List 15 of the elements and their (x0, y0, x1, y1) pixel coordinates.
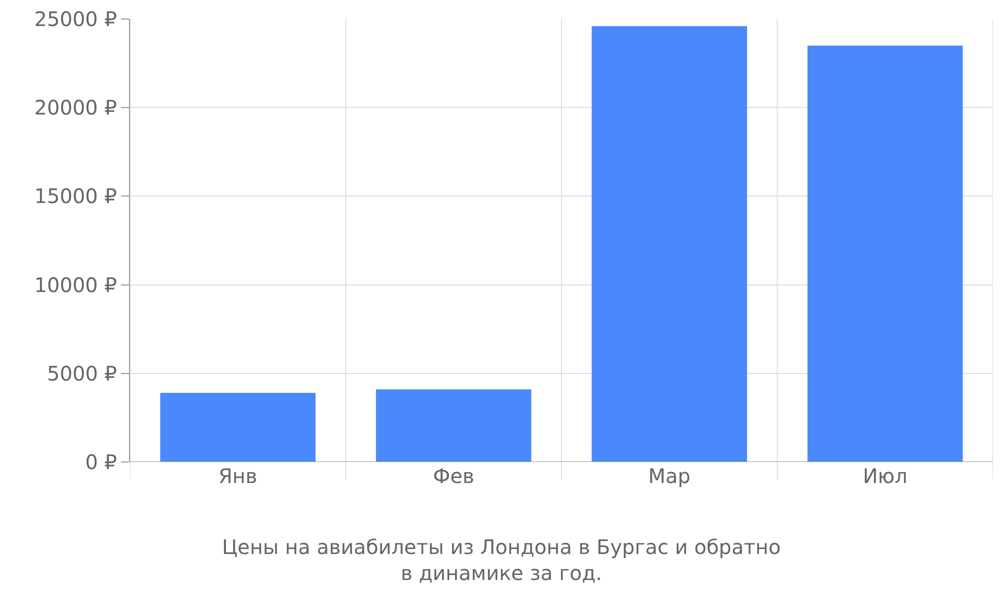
y-tick-label: 0 ₽ (85, 450, 118, 474)
x-tick-label: Янв (218, 464, 258, 488)
bar (160, 392, 316, 462)
x-tick-label: Июл (862, 464, 908, 488)
y-tick-label: 5000 ₽ (47, 361, 118, 386)
bar (807, 46, 963, 462)
bar (592, 26, 748, 462)
bar (376, 389, 532, 462)
y-tick-label: 20000 ₽ (34, 96, 118, 120)
x-tick-label: Мар (648, 464, 690, 488)
y-tick-label: 10000 ₽ (34, 272, 118, 297)
x-tick-label: Фев (432, 464, 474, 488)
text: Цены на авиабилеты из Лондона в Бургас и обратно в динамике за год. (222, 535, 781, 585)
y-tick-label: 25000 ₽ (34, 7, 118, 31)
y-tick-label: 15000 ₽ (34, 184, 118, 208)
